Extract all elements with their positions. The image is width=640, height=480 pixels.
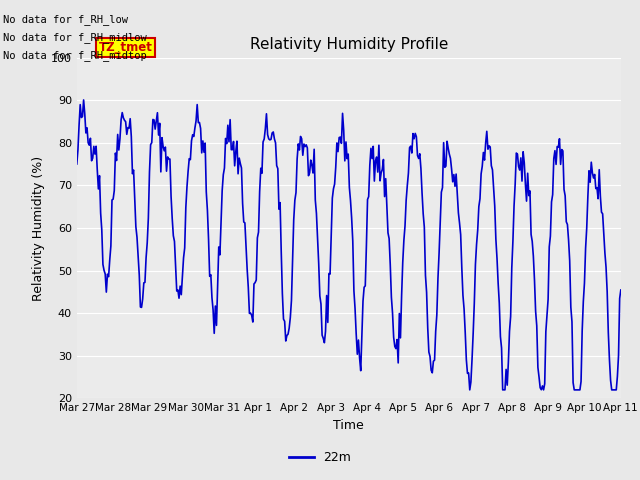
Y-axis label: Relativity Humidity (%): Relativity Humidity (%) bbox=[33, 156, 45, 300]
Title: Relativity Humidity Profile: Relativity Humidity Profile bbox=[250, 37, 448, 52]
Text: No data for f_RH_midlow: No data for f_RH_midlow bbox=[3, 32, 147, 43]
Text: No data for f_RH_low: No data for f_RH_low bbox=[3, 13, 128, 24]
Text: TZ_tmet: TZ_tmet bbox=[99, 41, 152, 54]
X-axis label: Time: Time bbox=[333, 419, 364, 432]
Text: No data for f_RH_midtop: No data for f_RH_midtop bbox=[3, 50, 147, 61]
Legend: 22m: 22m bbox=[284, 446, 356, 469]
